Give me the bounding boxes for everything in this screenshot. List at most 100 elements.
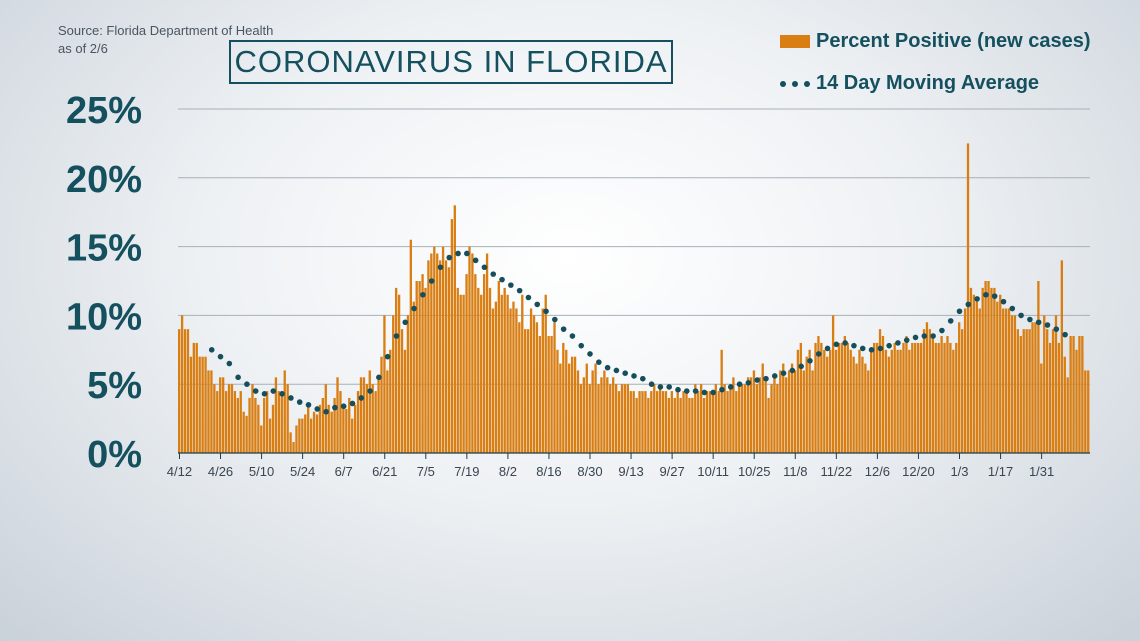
bar: [691, 397, 694, 453]
bar: [999, 294, 1002, 453]
moving-average-point: [314, 406, 321, 412]
x-tick-label: 11/22: [821, 464, 853, 479]
bar: [667, 397, 671, 453]
bar: [468, 246, 471, 453]
bar: [629, 391, 632, 453]
moving-average-point: [596, 359, 602, 365]
bar: [327, 404, 330, 453]
bar: [949, 342, 952, 453]
bar: [330, 411, 333, 453]
bar: [456, 287, 459, 453]
bar: [377, 377, 380, 453]
bar: [852, 356, 855, 453]
bar: [497, 281, 500, 453]
as-of-date: as of 2/6: [58, 41, 108, 56]
bar: [711, 391, 715, 453]
bar: [793, 370, 797, 453]
bar: [1087, 370, 1090, 453]
legend-dot: [780, 80, 786, 87]
moving-average-point: [1000, 298, 1007, 305]
bar: [972, 294, 976, 453]
bar: [843, 336, 846, 453]
bar: [790, 363, 794, 453]
bar: [864, 363, 867, 453]
moving-average-point: [921, 333, 928, 339]
moving-average-point: [288, 395, 294, 401]
bar: [1004, 308, 1008, 453]
moving-average-point: [1027, 316, 1033, 323]
bar: [474, 274, 477, 453]
bar: [307, 404, 310, 453]
legend-bar-swatch: [780, 35, 810, 48]
moving-average-point: [736, 381, 743, 388]
bar: [509, 308, 512, 453]
bar: [840, 342, 844, 453]
bar: [392, 315, 395, 453]
bar: [180, 315, 184, 453]
moving-average-point: [446, 254, 453, 261]
bar: [362, 377, 366, 453]
moving-average-point: [842, 340, 848, 346]
moving-average-point: [666, 384, 672, 390]
bar: [834, 349, 838, 453]
bar: [1057, 342, 1061, 453]
moving-average-point: [833, 341, 840, 348]
bar: [699, 384, 703, 453]
moving-average-point: [727, 384, 734, 390]
moving-average-point: [226, 360, 233, 367]
moving-average-point: [675, 386, 681, 393]
moving-average-point: [560, 326, 567, 332]
bar: [1051, 329, 1055, 453]
moving-average-point: [490, 271, 497, 277]
x-tick-label: 10/11: [697, 464, 729, 479]
x-tick-label: 12/20: [902, 464, 935, 479]
bar: [315, 414, 319, 453]
bar: [333, 397, 336, 453]
bar: [606, 377, 609, 453]
bar: [395, 287, 398, 453]
bar: [371, 384, 374, 453]
bar: [1048, 342, 1052, 453]
moving-average-point: [481, 264, 488, 271]
bar: [987, 281, 990, 453]
bar: [823, 349, 826, 453]
bar: [568, 363, 571, 453]
moving-average-point: [235, 374, 241, 381]
moving-average-point: [780, 370, 787, 376]
bar: [292, 441, 295, 453]
moving-average-point: [895, 340, 901, 346]
bar: [280, 391, 283, 453]
x-tick-label: 8/2: [499, 464, 517, 479]
x-tick-label: 7/19: [454, 464, 479, 479]
bar: [717, 391, 720, 453]
bar: [576, 370, 580, 453]
bar: [612, 377, 615, 453]
moving-average-point: [499, 276, 505, 283]
bar: [1034, 322, 1037, 453]
bar: [708, 391, 712, 453]
bar: [1019, 336, 1022, 453]
moving-average-point: [587, 351, 593, 357]
bar-layer: [178, 143, 1090, 453]
moving-average-point: [965, 301, 972, 308]
bar: [635, 397, 638, 453]
bar: [430, 253, 433, 453]
bar: [729, 384, 732, 453]
bar: [207, 370, 210, 453]
x-tick-label: 1/31: [1029, 464, 1054, 479]
bar: [647, 397, 650, 453]
moving-average-point: [296, 399, 303, 405]
moving-average-point: [1044, 322, 1051, 328]
bar: [702, 397, 706, 453]
bar: [858, 349, 861, 453]
bar: [896, 349, 899, 453]
bar: [741, 384, 744, 453]
bar: [990, 287, 993, 453]
moving-average-point: [657, 384, 664, 390]
bar: [764, 377, 767, 453]
bar: [1063, 356, 1066, 453]
moving-average-point: [683, 388, 690, 394]
bar: [1016, 329, 1020, 453]
